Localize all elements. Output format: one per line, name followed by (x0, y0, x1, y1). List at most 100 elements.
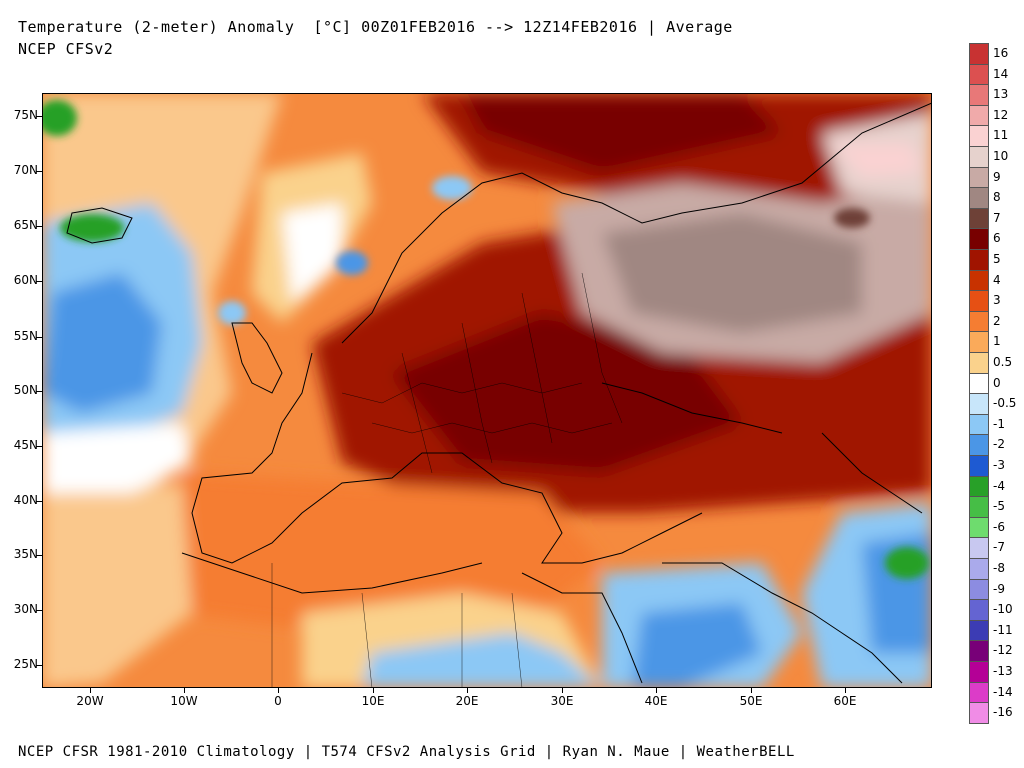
lon-label: 50E (739, 694, 763, 708)
legend-swatch (969, 558, 989, 580)
legend-swatch (969, 372, 989, 395)
legend-swatch (969, 640, 989, 662)
lat-tick (36, 501, 42, 502)
map-frame (42, 93, 932, 688)
lon-tick (184, 688, 185, 693)
lat-label: 30N (13, 602, 38, 616)
lon-label: 10E (361, 694, 385, 708)
lat-tick (36, 610, 42, 611)
lon-tick (562, 688, 563, 693)
legend-swatch (969, 702, 989, 724)
lat-label: 55N (13, 329, 38, 343)
lon-label: 20W (76, 694, 104, 708)
lat-tick (36, 555, 42, 556)
legend-swatch (969, 43, 989, 65)
legend-swatch (969, 619, 989, 642)
lat-label: 65N (13, 218, 38, 232)
legend-label: -0.5 (993, 396, 1017, 411)
legend-swatch (969, 166, 989, 189)
lat-tick (36, 171, 42, 172)
legend-label: 9 (993, 169, 1001, 184)
legend-swatch (969, 269, 989, 292)
legend-label: -14 (993, 684, 1013, 699)
chart-title: Temperature (2-meter) Anomaly [°C] 00Z01… (18, 18, 733, 36)
legend-swatch (969, 104, 989, 127)
legend-label: 0.5 (993, 355, 1013, 369)
lat-label: 35N (13, 547, 38, 561)
legend-label: -5 (993, 499, 1005, 514)
anomaly-detail (42, 100, 929, 579)
legend-swatch (969, 413, 989, 436)
lon-tick (467, 688, 468, 693)
lat-tick (36, 226, 42, 227)
lat-tick (36, 281, 42, 282)
lat-label: 40N (13, 493, 38, 507)
lat-label: 25N (13, 657, 38, 671)
legend-label: 10 (993, 149, 1009, 163)
lat-label: 60N (13, 273, 38, 287)
legend-label: 8 (993, 190, 1001, 205)
footer-credits: NCEP CFSR 1981-2010 Climatology | T574 C… (18, 744, 795, 760)
lon-tick (373, 688, 374, 693)
lat-tick (36, 665, 42, 666)
legend-swatch (969, 475, 989, 498)
lat-tick (36, 446, 42, 447)
lon-label: 40E (644, 694, 668, 708)
lon-label: 30E (550, 694, 574, 708)
legend-swatch (969, 599, 989, 621)
lat-tick (36, 391, 42, 392)
legend-swatch (969, 681, 989, 704)
lon-label: 0 (274, 694, 282, 708)
lon-tick (656, 688, 657, 693)
legend-label: -2 (993, 437, 1005, 452)
legend-swatch (969, 146, 989, 168)
legend-label: 3 (993, 293, 1001, 308)
legend-swatch (969, 661, 989, 683)
lat-label: 45N (13, 438, 38, 452)
legend-swatch (969, 249, 989, 271)
legend-swatch (969, 207, 989, 230)
lon-label: 10W (170, 694, 198, 708)
legend-label: -1 (993, 416, 1005, 431)
legend-label: -13 (993, 664, 1013, 678)
legend-swatch (969, 393, 989, 415)
legend-swatch (969, 496, 989, 518)
legend-swatch (969, 434, 989, 456)
legend-label: -8 (993, 561, 1005, 575)
legend-swatch (969, 84, 989, 106)
legend-label: 2 (993, 313, 1001, 328)
legend-label: -3 (993, 458, 1005, 472)
legend-label: 7 (993, 210, 1001, 225)
legend-swatch (969, 228, 989, 250)
lat-label: 70N (13, 163, 38, 177)
legend-swatch (969, 290, 989, 312)
legend-swatch (969, 352, 989, 374)
legend-swatch (969, 516, 989, 539)
legend-swatch (969, 455, 989, 477)
legend-swatch (969, 63, 989, 86)
coastlines (66, 102, 932, 684)
legend-label: 6 (993, 231, 1001, 246)
legend-label: 5 (993, 252, 1001, 266)
legend-swatch (969, 187, 989, 209)
legend-label: 12 (993, 107, 1009, 122)
legend-label: -12 (993, 643, 1013, 658)
legend-swatch (969, 310, 989, 333)
model-label: NCEP CFSv2 (18, 40, 114, 58)
lon-label: 60E (833, 694, 857, 708)
legend-label: 4 (993, 272, 1001, 287)
legend-label: 14 (993, 66, 1009, 81)
legend-swatch (969, 578, 989, 601)
legend-swatch (969, 331, 989, 353)
lat-label: 50N (13, 383, 38, 397)
legend-label: -10 (993, 602, 1013, 617)
lat-label: 75N (13, 108, 38, 122)
legend-label: -9 (993, 581, 1005, 596)
lon-tick (845, 688, 846, 693)
legend-label: -6 (993, 519, 1005, 534)
legend-label: 0 (993, 375, 1001, 390)
legend-label: 13 (993, 87, 1009, 102)
legend-label: -11 (993, 622, 1013, 637)
lon-tick (278, 688, 279, 693)
legend-label: -16 (993, 705, 1013, 720)
